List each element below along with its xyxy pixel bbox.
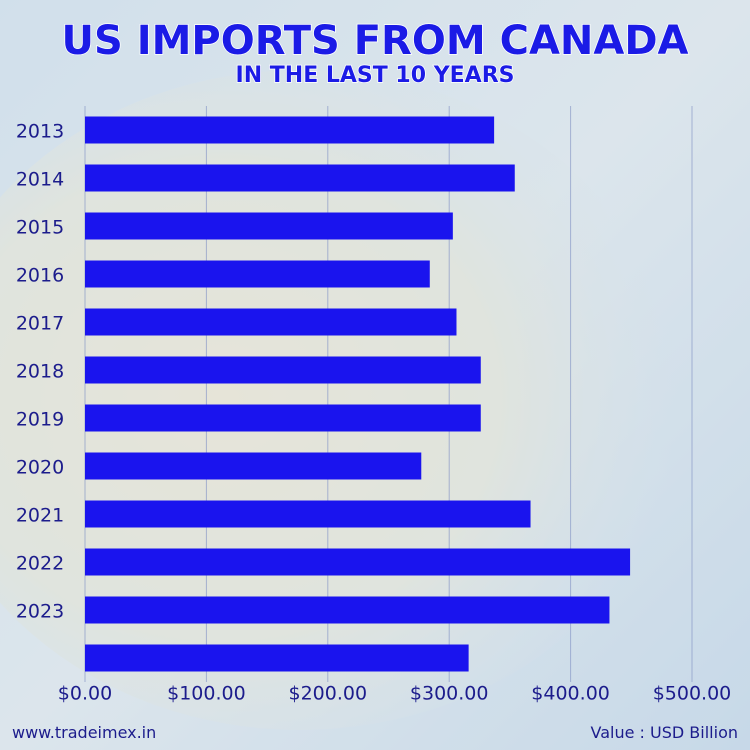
x-tick-label: $300.00	[410, 683, 489, 705]
bar	[85, 452, 422, 480]
y-tick-label: 2019	[16, 409, 64, 431]
y-tick-label: 2021	[16, 505, 64, 527]
y-tick-label: 2023	[16, 601, 64, 623]
bar	[85, 260, 430, 288]
bar	[85, 212, 453, 240]
source: www.tradeimex.in	[12, 723, 156, 742]
y-tick-label: 2020	[16, 457, 64, 479]
y-tick-label: 2016	[16, 265, 64, 287]
x-tick-label: $100.00	[167, 683, 246, 705]
bar	[85, 356, 481, 384]
bar	[85, 404, 481, 432]
bar	[85, 308, 457, 336]
y-tick-label: 2015	[16, 217, 64, 239]
y-tick-label: 2022	[16, 553, 64, 575]
bar	[85, 500, 531, 528]
bar	[85, 164, 515, 192]
x-tick-label: $400.00	[531, 683, 610, 705]
unit-note: Value : USD Billion	[591, 723, 738, 742]
x-tick-label: $500.00	[653, 683, 732, 705]
y-tick-label: 2014	[16, 169, 64, 191]
y-tick-label: 2017	[16, 313, 64, 335]
bar	[85, 116, 495, 144]
y-tick-label: 2013	[16, 121, 64, 143]
bar	[85, 548, 631, 576]
bar	[85, 596, 610, 624]
chart-subtitle: IN THE LAST 10 YEARS	[236, 63, 515, 88]
bar	[85, 644, 469, 672]
y-tick-label: 2018	[16, 361, 64, 383]
chart-title: US IMPORTS FROM CANADA	[61, 18, 688, 64]
x-tick-label: $0.00	[58, 683, 112, 705]
x-tick-label: $200.00	[289, 683, 368, 705]
